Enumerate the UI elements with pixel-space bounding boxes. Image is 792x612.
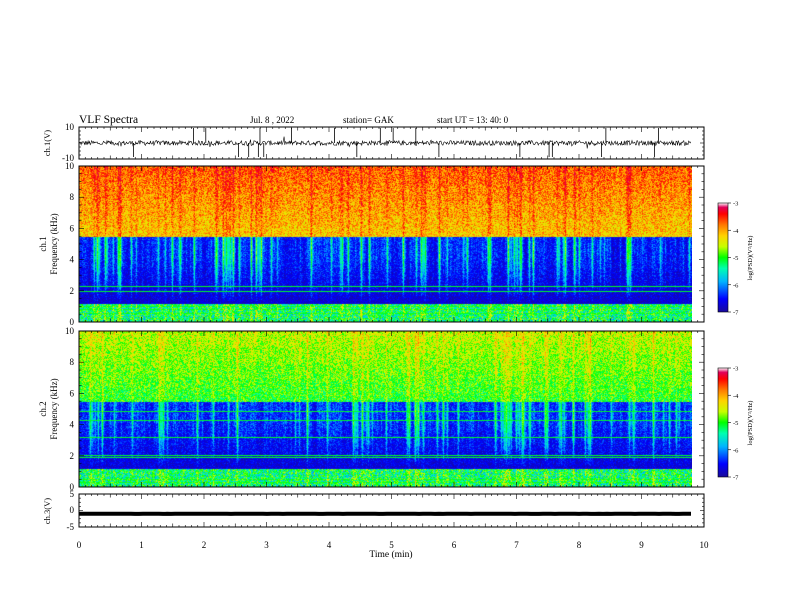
y-tick-label: 8 xyxy=(70,357,75,367)
ch1-spec-ylabel-1: ch.1 xyxy=(38,236,48,251)
station-label: station= GAK xyxy=(343,115,394,125)
x-tick-label: 7 xyxy=(514,540,519,550)
ch3-ytick-bottom: -5 xyxy=(67,522,75,532)
ch1-ytick-bottom: -10 xyxy=(62,153,74,163)
ch1-colorbar: -3 -4 -5 -6 -7 log(PSD)(V²/Hz) xyxy=(717,201,754,317)
ch1-waveform-panel: 10 -10 ch.1(V) xyxy=(42,122,705,163)
ch1-spec-ylabel-2: Frequency (kHz) xyxy=(49,213,59,274)
colorbar-tick-label: -5 xyxy=(733,420,738,427)
x-tick-label: 8 xyxy=(577,540,582,550)
ch1-ytick-top: 10 xyxy=(65,122,75,132)
start-ut-label: start UT = 13: 40: 0 xyxy=(437,115,509,125)
ch2-colorbar-scale xyxy=(717,367,729,478)
x-tick-label: 6 xyxy=(452,540,457,550)
x-tick-label: 5 xyxy=(389,540,394,550)
x-tick-label: 9 xyxy=(639,540,644,550)
colorbar-tick-label: -6 xyxy=(733,447,739,454)
y-tick-label: 2 xyxy=(70,451,75,461)
ch2-colorbar: -3 -4 -5 -6 -7 log(PSD)(V²/Hz) xyxy=(717,366,754,482)
ch1-colorbar-label: log(PSD)(V²/Hz) xyxy=(747,236,754,281)
x-tick-label: 0 xyxy=(77,540,82,550)
y-tick-label: 0 xyxy=(70,482,75,492)
ch2-spectrogram-image xyxy=(79,331,692,487)
x-axis-label: Time (min) xyxy=(369,549,412,560)
x-tick-label: 2 xyxy=(202,540,207,550)
ch3-ylabel: ch.3(V) xyxy=(42,498,52,524)
ch1-spectrogram-image xyxy=(79,166,692,322)
ch2-spec-ylabel-1: ch.2 xyxy=(38,401,48,416)
x-tick-label: 3 xyxy=(264,540,269,550)
ch2-spectrogram-panel: 0 2 4 6 8 10 ch.2 Frequency (kHz) xyxy=(38,326,705,492)
x-tick-label: 10 xyxy=(700,540,710,550)
figure-title: VLF Spectra xyxy=(79,114,138,126)
ch1-spikes xyxy=(132,128,659,157)
colorbar-tick-label: -3 xyxy=(733,366,738,373)
y-tick-label: 8 xyxy=(70,192,75,202)
ch1-spectrogram-panel: 0 2 4 6 8 10 ch.1 Frequency (kHz) xyxy=(38,161,705,327)
ch2-spec-ylabel-2: Frequency (kHz) xyxy=(49,378,59,439)
colorbar-tick-label: -6 xyxy=(733,282,739,289)
x-tick-label: 4 xyxy=(327,540,332,550)
colorbar-tick-label: -4 xyxy=(733,228,739,235)
colorbar-tick-label: -4 xyxy=(733,393,739,400)
y-tick-label: 10 xyxy=(65,161,75,171)
ch2-colorbar-label: log(PSD)(V²/Hz) xyxy=(747,401,754,446)
y-tick-label: 2 xyxy=(70,286,75,296)
y-tick-label: 10 xyxy=(65,326,75,336)
ch1-waveform-trace xyxy=(78,136,692,149)
y-tick-label: 4 xyxy=(70,420,75,430)
y-tick-label: 6 xyxy=(70,388,75,398)
colorbar-tick-label: -7 xyxy=(733,475,739,482)
colorbar-tick-label: -5 xyxy=(733,255,738,262)
x-axis-tick-labels: 0 1 2 3 4 5 6 7 8 9 10 xyxy=(77,540,709,550)
ch1-colorbar-scale xyxy=(717,202,729,313)
date-label: Jul. 8 , 2022 xyxy=(250,115,294,125)
y-tick-label: 0 xyxy=(70,317,75,327)
colorbar-tick-label: -7 xyxy=(733,310,739,317)
ch1-ylabel: ch.1(V) xyxy=(42,130,52,156)
y-tick-label: 4 xyxy=(70,255,75,265)
ch3-waveform-panel: 5 0 -5 ch.3(V) xyxy=(42,489,705,532)
x-tick-label: 1 xyxy=(139,540,144,550)
y-tick-label: 6 xyxy=(70,223,75,233)
ch3-ytick-mid: 0 xyxy=(70,505,75,515)
colorbar-tick-label: -3 xyxy=(733,201,738,208)
ch3-ytick-top: 5 xyxy=(70,489,75,499)
